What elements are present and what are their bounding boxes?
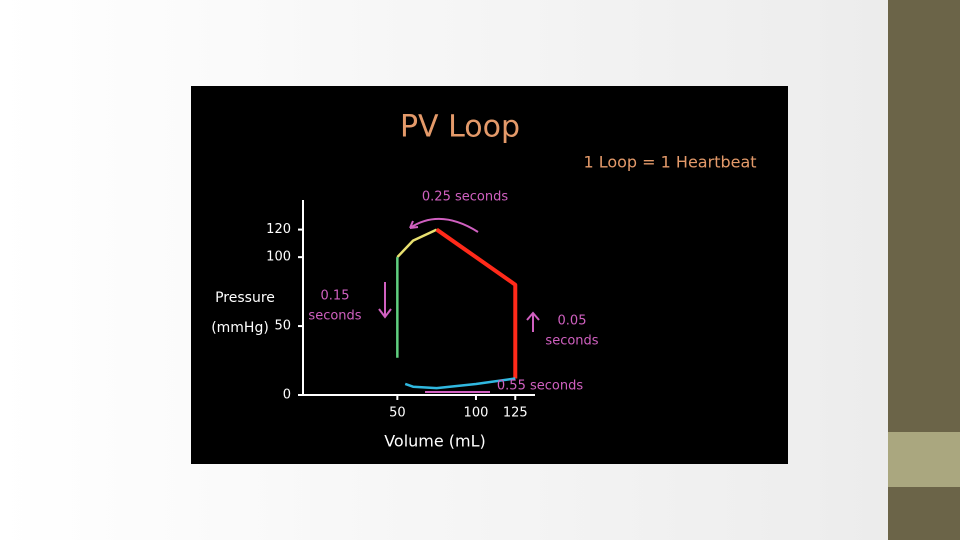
annotation: seconds xyxy=(545,334,598,349)
x-tick-label: 125 xyxy=(503,406,528,421)
x-axis-label: Volume (mL) xyxy=(384,432,486,451)
arrow xyxy=(378,282,392,319)
chart-title: PV Loop xyxy=(400,110,520,145)
side-accent xyxy=(888,432,960,487)
x-tick-label: 50 xyxy=(389,406,406,421)
chart: PV Loop 1 Loop = 1 Heartbeat Volume (mL)… xyxy=(211,110,756,451)
loop-segment xyxy=(435,227,518,379)
annotation: 0.55 seconds xyxy=(497,379,583,394)
arrow xyxy=(526,311,540,332)
annotation: 0.15 xyxy=(321,289,350,304)
y-tick-label: 120 xyxy=(266,222,291,237)
y-tick-label: 100 xyxy=(266,250,291,265)
x-tick-label: 100 xyxy=(464,406,489,421)
annotation: seconds xyxy=(308,309,361,324)
arrow xyxy=(409,217,479,233)
y-axis-label: (mmHg) xyxy=(211,320,269,336)
y-axis-label: Pressure xyxy=(215,290,275,306)
arrow-head xyxy=(409,220,419,229)
y-tick-label: 50 xyxy=(274,319,291,334)
loop-segment xyxy=(396,228,438,259)
annotation: 0.25 seconds xyxy=(422,190,508,205)
chart-subtitle: 1 Loop = 1 Heartbeat xyxy=(583,153,756,172)
chart-image xyxy=(191,86,788,464)
annotation: 0.05 xyxy=(558,314,587,329)
loop-segment xyxy=(404,377,516,390)
y-tick-label: 0 xyxy=(283,388,291,403)
